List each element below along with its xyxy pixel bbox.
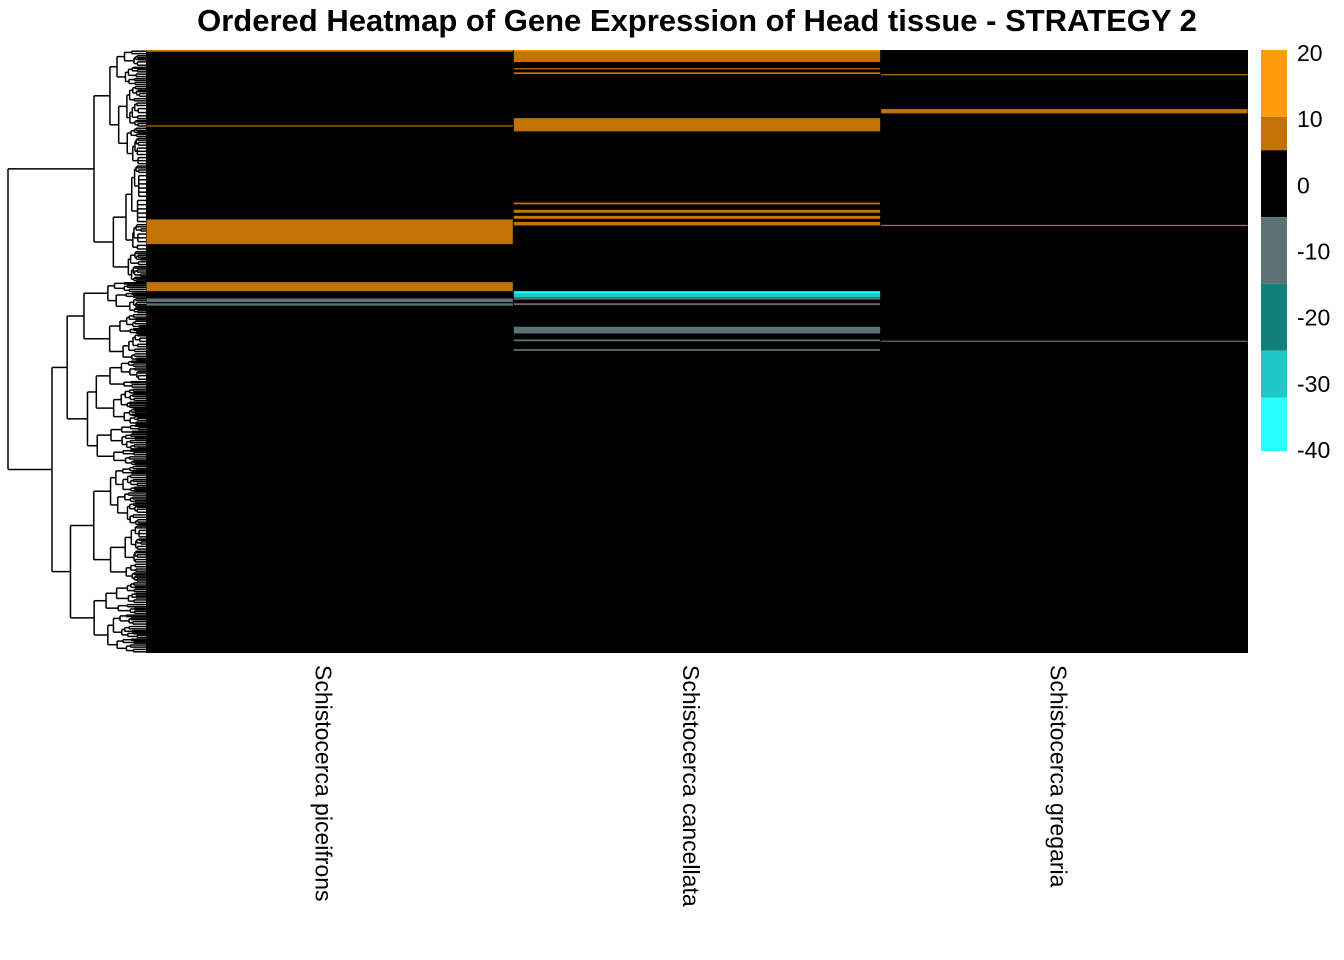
heatmap-cell-band [146,125,513,127]
heatmap-cell-band [513,72,881,75]
legend-swatch [1261,350,1287,398]
legend-tick-label: -30 [1297,371,1330,397]
color-legend: 20 10 0 -10 -20 -30 -40 [1261,40,1330,463]
chart-title: Ordered Heatmap of Gene Expression of He… [197,3,1197,38]
legend-tick-label: 20 [1297,40,1323,66]
column-label: Schistocerca gregaria [1045,665,1071,888]
column-label: Schistocerca piceifrons [311,665,337,902]
legend-tick-label: -20 [1297,305,1330,331]
heatmap-cell-band [513,118,881,132]
heatmap-cell-band [146,50,513,52]
heatmap-cell-band [881,74,1248,76]
heatmap-cell-band [513,297,881,300]
heatmap-cell-band [881,224,1248,227]
legend-tick-label: -10 [1297,239,1330,265]
heatmap-cell-band [146,282,513,292]
heatmap-grid [146,50,1248,653]
column-labels: Schistocerca piceifrons Schistocerca canc… [311,665,1072,907]
heatmap-cell-band [513,293,881,298]
heatmap-cell-band [513,326,881,334]
legend-swatch [1261,116,1287,151]
legend-swatch [1261,50,1287,117]
heatmap-cell-band [513,303,881,306]
heatmap-cell-band [513,68,881,70]
heatmap-background [146,50,1248,653]
heatmap-cell-band [881,340,1248,342]
column-label: Schistocerca cancellata [678,665,704,907]
heatmap-cell-band [513,221,881,226]
legend-tick-label: -40 [1297,437,1330,463]
legend-swatch [1261,217,1287,284]
heatmap-cell-band [513,50,881,52]
legend-tick-label: 10 [1297,106,1323,132]
legend-swatch [1261,150,1287,218]
heatmap-cell-band [146,298,513,303]
legend-swatch [1261,397,1287,451]
heatmap-cell-band [513,51,881,63]
legend-tick-label: 0 [1297,172,1310,198]
row-dendrogram [7,50,146,653]
heatmap-cell-band [146,303,513,306]
heatmap-cell-band [513,202,881,205]
heatmap-cell-band [513,215,881,219]
legend-swatch [1261,283,1287,351]
heatmap-cell-band [513,291,881,294]
heatmap-cell-band [881,109,1248,114]
heatmap-cell-band [513,339,881,342]
heatmap-cell-band [513,349,881,351]
heatmap-cell-band [513,209,881,213]
heatmap-cell-band [146,219,513,245]
